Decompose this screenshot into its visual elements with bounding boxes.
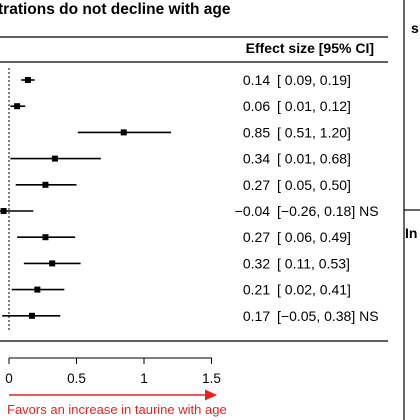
x-axis-ticks: 0 0.5 1 1.5: [5, 358, 221, 386]
effect-size-label: 0.06 [ 0.01, 0.12]: [243, 98, 351, 114]
effect-size-label: 0.27 [ 0.05, 0.50]: [243, 177, 351, 193]
effect-size-column-header: Effect size [95% CI]: [246, 40, 374, 56]
effect-size-label: 0.21 [ 0.02, 0.41]: [243, 282, 351, 298]
forest-rows: 0.14 [ 0.09, 0.19] 0.06 [ 0.01, 0.12] 0.85…: [0, 72, 379, 324]
x-tick-label: 0.5: [67, 371, 86, 386]
point-estimate-marker: [0, 208, 7, 214]
point-estimate-marker: [51, 155, 58, 162]
forest-row: 0.21 [ 0.02, 0.41]: [11, 282, 351, 298]
favors-arrow-head: [205, 389, 217, 401]
effect-size-label: 0.32 [ 0.11, 0.53]: [243, 255, 350, 271]
point-estimate-marker: [34, 286, 41, 293]
effect-size-label: 0.27 [ 0.06, 0.49]: [243, 229, 351, 245]
point-estimate-marker: [42, 181, 49, 188]
forest-row: 0.17 [−0.05, 0.38] NS: [2, 308, 379, 324]
chart-title: trations do not decline with age: [0, 1, 231, 18]
point-estimate-marker: [28, 312, 35, 319]
point-estimate-marker: [42, 234, 49, 241]
forest-row: 0.32 [ 0.11, 0.53]: [23, 255, 350, 271]
effect-size-label: 0.14 [ 0.09, 0.19]: [243, 72, 351, 88]
effect-size-label: −0.04 [−0.26, 0.18] NS: [235, 203, 379, 219]
forest-row: 0.14 [ 0.09, 0.19]: [21, 72, 351, 88]
point-estimate-marker: [49, 260, 56, 267]
effect-size-label: 0.85 [ 0.51, 1.20]: [243, 124, 351, 140]
x-tick-label: 1: [140, 371, 148, 386]
forest-row: 0.85 [ 0.51, 1.20]: [77, 124, 351, 140]
side-panel-bottom-label: In: [405, 225, 417, 241]
x-tick-label: 0: [5, 371, 13, 386]
forest-row: 0.34 [ 0.01, 0.68]: [10, 151, 351, 167]
effect-size-label: 0.34 [ 0.01, 0.68]: [243, 151, 351, 167]
forest-row: 0.27 [ 0.05, 0.50]: [15, 177, 351, 193]
point-estimate-marker: [14, 103, 21, 110]
point-estimate-marker: [120, 129, 127, 136]
forest-row: −0.04 [−0.26, 0.18] NS: [0, 203, 379, 219]
favors-annotation: Favors an increase in taurine with age: [7, 402, 227, 417]
forest-row: 0.27 [ 0.06, 0.49]: [17, 229, 351, 245]
effect-size-label: 0.17 [−0.05, 0.38] NS: [243, 308, 379, 324]
point-estimate-marker: [24, 77, 31, 83]
forest-row: 0.06 [ 0.01, 0.12]: [10, 98, 351, 114]
x-tick-label: 1.5: [202, 371, 221, 386]
side-panel-top-label: s: [411, 20, 419, 36]
